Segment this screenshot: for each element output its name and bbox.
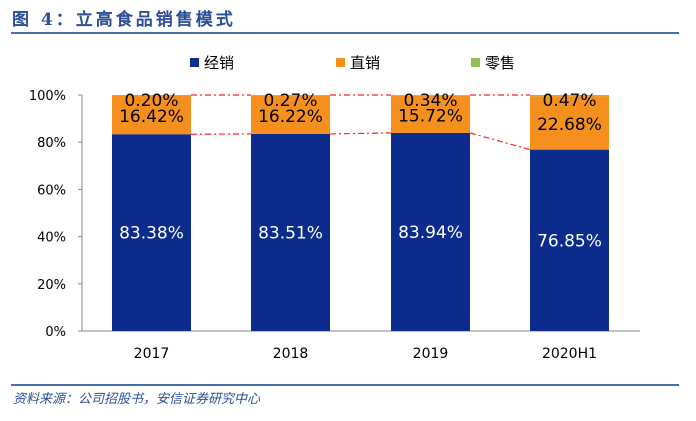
bar-零售-2020H1	[530, 95, 609, 97]
bar-经销-2018	[251, 133, 330, 331]
bar-直销-2020H1	[530, 96, 609, 150]
legend-swatch-经销	[190, 58, 199, 67]
legend-label: 零售	[485, 54, 515, 72]
x-tick-label: 2017	[134, 346, 170, 362]
bar-直销-2018	[251, 95, 330, 134]
data-label: 0.47%	[542, 91, 596, 111]
data-label: 0.27%	[263, 91, 317, 111]
source-note: 资料来源：公司招股书，安信证券研究中心	[13, 392, 261, 407]
y-tick-label: 20%	[37, 278, 66, 293]
bar-经销-2019	[391, 132, 470, 331]
data-label: 76.85%	[537, 231, 602, 251]
y-tick-label: 100%	[29, 89, 66, 104]
y-tick-label: 0%	[45, 325, 66, 340]
legend-swatch-零售	[471, 58, 480, 67]
footer-divider	[11, 384, 679, 386]
x-tick-label: 2018	[273, 346, 309, 362]
data-label: 22.68%	[537, 115, 602, 135]
bar-零售-2019	[391, 95, 470, 96]
bar-直销-2019	[391, 95, 470, 133]
legend-swatch-直销	[336, 58, 345, 67]
x-tick-label: 2019	[413, 346, 449, 362]
data-label: 83.51%	[258, 223, 323, 243]
data-label: 83.94%	[398, 223, 463, 243]
data-label: 0.20%	[124, 91, 178, 111]
bar-经销-2020H1	[530, 149, 609, 331]
figure-title: 图 4：立高食品销售模式	[12, 10, 236, 30]
data-label: 16.42%	[119, 107, 184, 127]
legend-label: 直销	[350, 54, 380, 72]
bar-直销-2017	[112, 95, 191, 135]
data-label: 83.38%	[119, 224, 184, 244]
data-label: 0.34%	[403, 91, 457, 111]
trend-line-jingxiao	[329, 132, 392, 135]
bar-经销-2017	[112, 134, 191, 331]
y-tick-label: 60%	[37, 183, 66, 198]
title-divider	[11, 32, 679, 34]
bar-零售-2018	[251, 95, 330, 96]
y-tick-label: 80%	[37, 136, 66, 151]
legend-label: 经销	[204, 54, 234, 72]
x-tick-label: 2020H1	[542, 346, 597, 362]
y-tick-label: 40%	[37, 231, 66, 246]
data-label: 15.72%	[398, 106, 463, 126]
data-label: 16.22%	[258, 107, 323, 127]
trend-line-jingxiao	[469, 132, 531, 151]
